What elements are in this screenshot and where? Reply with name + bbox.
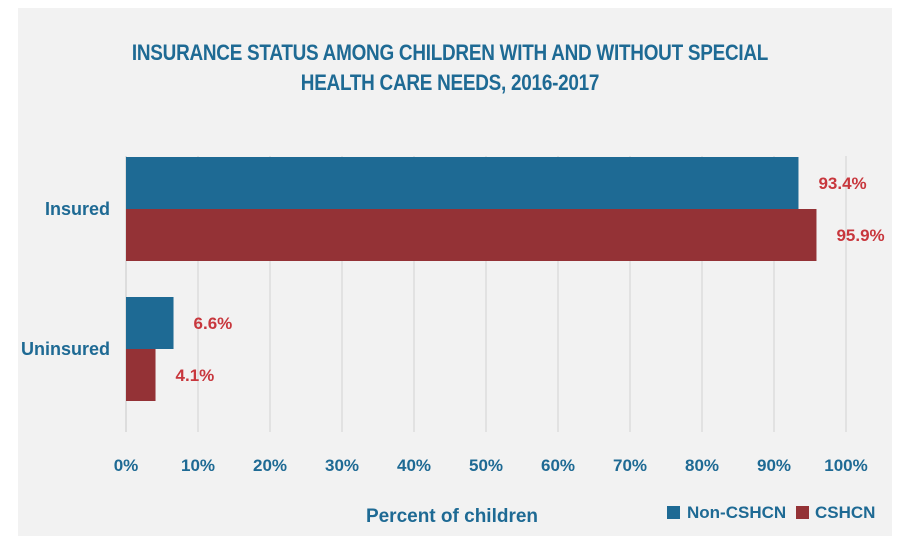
legend-label-cshcn: CSHCN: [815, 503, 875, 522]
bar-insured-non-cshcn: [126, 157, 799, 209]
x-tick-label: 10%: [181, 456, 215, 475]
data-label-insured-cshcn: 95.9%: [836, 226, 884, 245]
x-axis-title: Percent of children: [366, 506, 538, 527]
x-tick-label: 20%: [253, 456, 287, 475]
x-tick-label: 40%: [397, 456, 431, 475]
bar-insured-cshcn: [126, 209, 817, 261]
x-tick-label: 90%: [757, 456, 791, 475]
x-tick-label: 80%: [685, 456, 719, 475]
chart-title: INSURANCE STATUS AMONG CHILDREN WITH AND…: [63, 38, 837, 98]
x-tick-label: 70%: [613, 456, 647, 475]
data-label-uninsured-non-cshcn: 6.6%: [194, 314, 233, 333]
bar-uninsured-cshcn: [126, 349, 156, 401]
x-tick-label: 100%: [824, 456, 867, 475]
x-tick-label: 60%: [541, 456, 575, 475]
category-label-insured: Insured: [45, 199, 110, 219]
data-label-insured-non-cshcn: 93.4%: [818, 174, 866, 193]
x-tick-label: 30%: [325, 456, 359, 475]
chart-panel: [18, 8, 892, 536]
category-label-uninsured: Uninsured: [21, 339, 110, 359]
chart-title-line-1: INSURANCE STATUS AMONG CHILDREN WITH AND…: [131, 40, 769, 65]
bar-uninsured-non-cshcn: [126, 297, 174, 349]
legend-label-non-cshcn: Non-CSHCN: [687, 503, 786, 522]
legend-swatch-non-cshcn: [667, 506, 680, 519]
x-tick-label: 0%: [114, 456, 139, 475]
legend-swatch-cshcn: [796, 506, 809, 519]
data-label-uninsured-cshcn: 4.1%: [176, 366, 215, 385]
chart-title-line-2: HEALTH CARE NEEDS, 2016-2017: [300, 70, 600, 95]
x-tick-label: 50%: [469, 456, 503, 475]
